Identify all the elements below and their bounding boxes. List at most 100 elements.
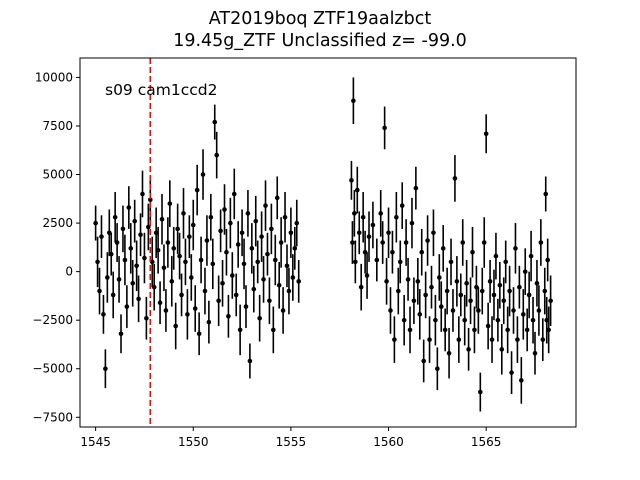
point-marker [159, 216, 165, 222]
point-marker [366, 234, 372, 239]
point-marker [233, 292, 239, 298]
point-marker [216, 298, 221, 304]
point-marker [395, 288, 401, 294]
point-marker [253, 218, 259, 224]
data-point [528, 230, 534, 282]
data-point [399, 182, 405, 229]
point-marker [280, 308, 286, 313]
point-marker [99, 234, 104, 239]
point-marker [286, 288, 292, 294]
point-marker [120, 226, 126, 232]
data-point [204, 215, 210, 266]
point-marker [464, 280, 469, 286]
data-point [230, 252, 235, 299]
data-point [171, 226, 177, 270]
point-marker [177, 253, 182, 259]
x-tick-label: 1555 [276, 435, 307, 449]
point-marker [218, 228, 223, 234]
point-marker [142, 255, 147, 261]
data-point [358, 263, 364, 311]
point-marker [370, 222, 376, 228]
data-point [429, 265, 434, 309]
data-point [192, 285, 198, 332]
point-marker [255, 259, 261, 265]
data-point [495, 298, 501, 342]
data-point [155, 226, 161, 274]
point-marker [294, 220, 300, 226]
data-point [130, 259, 136, 307]
data-point [296, 259, 302, 303]
point-marker [161, 265, 167, 271]
point-marker [208, 214, 214, 220]
point-marker [481, 240, 487, 245]
data-point [526, 271, 532, 319]
y-tick-label: −7500 [32, 410, 73, 424]
data-point [462, 294, 467, 346]
chart-title-line-2: 19.45g_ZTF Unclassified z= -99.0 [173, 31, 467, 51]
point-marker [534, 280, 540, 286]
data-point [505, 306, 510, 354]
data-point [210, 238, 216, 290]
point-marker [495, 317, 501, 323]
plot-frame [79, 57, 577, 428]
data-point [120, 205, 126, 253]
point-marker [230, 273, 235, 278]
point-marker [405, 277, 411, 282]
point-marker [487, 279, 493, 284]
point-marker [214, 152, 219, 158]
data-point [515, 316, 520, 363]
point-marker [126, 205, 132, 210]
point-marker [106, 230, 112, 236]
data-point [118, 314, 124, 354]
point-marker [503, 259, 509, 265]
point-marker [513, 246, 518, 251]
point-marker [192, 306, 198, 311]
data-point [112, 192, 118, 243]
point-marker [101, 312, 106, 317]
point-marker [155, 247, 161, 253]
point-marker [165, 240, 171, 245]
point-marker [187, 234, 192, 239]
data-point [278, 217, 284, 268]
point-marker [356, 230, 362, 236]
data-point [235, 221, 241, 268]
data-point [290, 254, 296, 301]
data-point [366, 211, 372, 262]
point-marker [108, 251, 114, 257]
point-marker [545, 257, 550, 263]
data-point [390, 230, 395, 274]
data-marks [93, 77, 553, 412]
data-point [167, 180, 173, 227]
x-tick-label: 1565 [471, 435, 502, 449]
data-point [517, 265, 522, 309]
data-point [126, 186, 132, 229]
data-point [292, 226, 298, 270]
data-point [132, 199, 137, 243]
point-marker [179, 292, 184, 298]
data-point [464, 259, 469, 307]
point-marker [200, 172, 206, 177]
data-point [269, 203, 274, 255]
point-marker [425, 238, 430, 243]
data-point [405, 258, 411, 301]
point-marker [427, 337, 432, 342]
data-point [350, 221, 355, 264]
data-point [114, 223, 120, 262]
data-point [247, 343, 253, 379]
point-marker [116, 277, 122, 282]
data-point [466, 327, 471, 371]
data-point [450, 289, 456, 332]
data-point [532, 331, 538, 375]
data-point [474, 265, 479, 309]
point-marker [257, 315, 262, 321]
x-axis-ticks: 1545 1550 1555 1560 1565 [80, 427, 501, 449]
data-point [259, 211, 264, 262]
data-point [251, 265, 257, 313]
point-marker [354, 187, 360, 193]
point-marker [409, 220, 415, 226]
data-point [282, 192, 288, 243]
data-point [530, 296, 536, 344]
data-point [110, 271, 116, 319]
data-point [165, 217, 171, 268]
point-marker [136, 296, 141, 302]
